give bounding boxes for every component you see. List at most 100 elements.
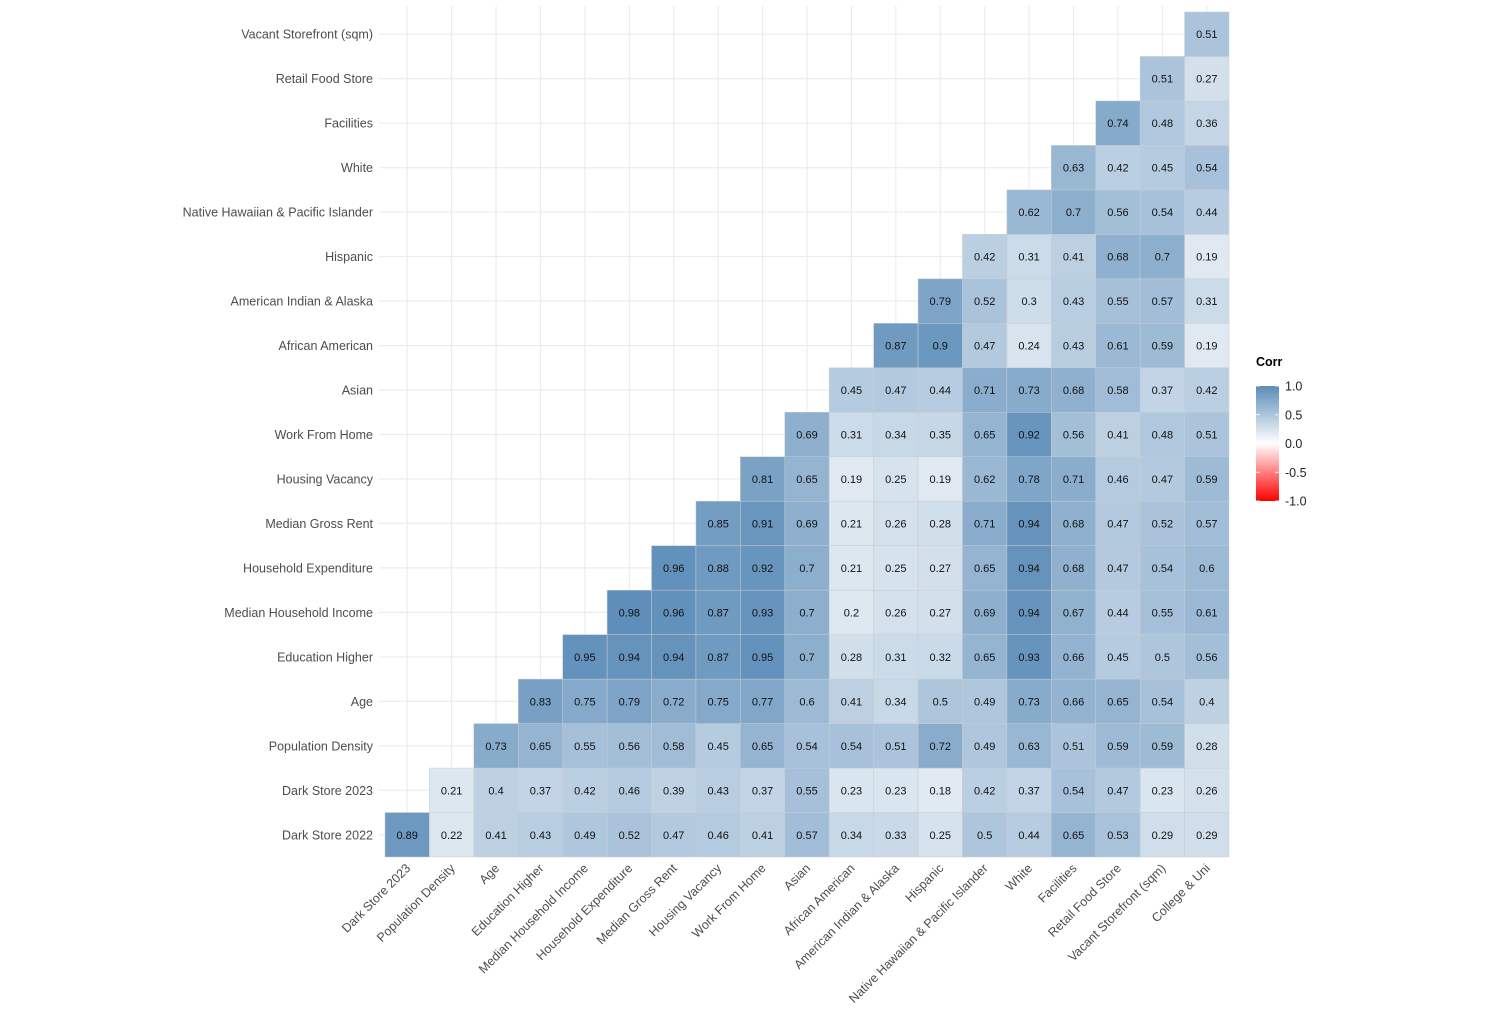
cell-value-label: 0.31 <box>885 652 906 664</box>
cell-value-label: 0.51 <box>1152 74 1173 86</box>
cell-value-label: 0.7 <box>799 607 814 619</box>
cell-value-label: 0.24 <box>1018 341 1039 353</box>
heatmap-cell <box>828 812 874 858</box>
heatmap-cell <box>1006 678 1052 724</box>
cell-value-label: 0.61 <box>1196 607 1217 619</box>
cell-value-label: 0.42 <box>574 785 595 797</box>
heatmap-cell <box>606 767 652 813</box>
y-tick-label: Work From Home <box>275 428 373 442</box>
cell-value-label: 0.9 <box>933 341 948 353</box>
cell-value-label: 0.96 <box>663 607 684 619</box>
cell-value-label: 0.47 <box>663 830 684 842</box>
heatmap-cell <box>1006 367 1052 413</box>
heatmap-cell <box>1184 723 1230 769</box>
cell-value-label: 0.25 <box>885 474 906 486</box>
cell-value-label: 0.71 <box>974 518 995 530</box>
cell-value-label: 0.47 <box>1152 474 1173 486</box>
cell-value-label: 0.7 <box>799 652 814 664</box>
legend-tick-label: 0.5 <box>1285 408 1302 422</box>
cell-value-label: 0.21 <box>841 518 862 530</box>
heatmap-cell <box>384 812 430 858</box>
cell-value-label: 0.73 <box>1018 696 1039 708</box>
x-tick-label: Asian <box>781 861 813 893</box>
heatmap-cell <box>917 278 963 324</box>
heatmap-cell <box>828 723 874 769</box>
heatmap-cell <box>1184 456 1230 502</box>
heatmap-cell <box>1095 589 1141 635</box>
heatmap-cell <box>1095 145 1141 191</box>
heatmap-cell <box>873 412 919 457</box>
cell-value-label: 0.79 <box>930 296 951 308</box>
cell-value-label: 0.28 <box>930 518 951 530</box>
heatmap-cell <box>1006 545 1052 591</box>
heatmap-cell <box>784 634 830 680</box>
heatmap-cell <box>740 634 786 680</box>
heatmap-cell <box>784 678 830 724</box>
heatmap-cell <box>695 634 741 680</box>
cell-value-label: 0.29 <box>1152 830 1173 842</box>
cell-value-label: 0.66 <box>1063 696 1084 708</box>
cell-value-label: 0.49 <box>974 741 995 753</box>
heatmap-cell <box>1095 189 1141 235</box>
heatmap-cell <box>873 723 919 769</box>
y-tick-label: Education Higher <box>277 650 373 664</box>
heatmap-cell <box>1095 234 1141 280</box>
heatmap-cell <box>1184 767 1230 813</box>
cell-value-label: 0.45 <box>1107 652 1128 664</box>
cell-value-label: 0.4 <box>1199 696 1214 708</box>
heatmap-cell <box>1006 767 1052 813</box>
cell-value-label: 0.41 <box>485 830 506 842</box>
heatmap-cell <box>1184 545 1230 591</box>
cell-value-label: 0.42 <box>1107 163 1128 175</box>
cell-value-label: 0.19 <box>1196 341 1217 353</box>
x-tick-label: Age <box>477 861 503 887</box>
cell-value-label: 0.63 <box>1018 741 1039 753</box>
heatmap-cell <box>1095 367 1141 413</box>
heatmap-cell <box>606 812 652 858</box>
cell-value-label: 0.75 <box>574 696 595 708</box>
y-tick-label: Retail Food Store <box>276 72 373 86</box>
heatmap-cell <box>606 634 652 680</box>
cell-value-label: 0.59 <box>1107 741 1128 753</box>
heatmap-cell <box>429 767 475 813</box>
cell-value-label: 0.61 <box>1107 341 1128 353</box>
heatmap-cell <box>1051 456 1096 502</box>
cell-value-label: 0.54 <box>1063 785 1084 797</box>
cell-value-label: 0.93 <box>1018 652 1039 664</box>
heatmap-cell <box>1051 723 1096 769</box>
cell-value-label: 0.68 <box>1063 563 1084 575</box>
legend-tick-label: 0.0 <box>1285 437 1302 451</box>
cell-value-label: 0.94 <box>1018 563 1039 575</box>
cell-value-label: 0.96 <box>663 563 684 575</box>
heatmap-cell <box>1139 323 1185 369</box>
cell-value-label: 0.22 <box>441 830 462 842</box>
cell-value-label: 0.47 <box>974 341 995 353</box>
cell-value-label: 0.53 <box>1107 830 1128 842</box>
cell-value-label: 0.41 <box>752 830 773 842</box>
cell-value-label: 0.4 <box>488 785 503 797</box>
heatmap-cell <box>962 723 1008 769</box>
heatmap-cell <box>917 367 963 413</box>
cell-value-label: 0.21 <box>441 785 462 797</box>
heatmap-cell <box>962 234 1008 280</box>
cell-value-label: 0.29 <box>1196 830 1217 842</box>
cell-value-label: 0.47 <box>885 385 906 397</box>
cell-value-label: 0.87 <box>885 341 906 353</box>
heatmap-cell <box>562 678 608 724</box>
cell-value-label: 0.44 <box>1107 607 1128 619</box>
heatmap-cell <box>828 634 874 680</box>
cell-value-label: 0.59 <box>1152 741 1173 753</box>
cell-value-label: 0.32 <box>930 652 951 664</box>
cell-value-label: 0.51 <box>1196 29 1217 41</box>
cell-value-label: 0.42 <box>974 252 995 264</box>
heatmap-cell <box>1006 456 1052 502</box>
heatmap-cell <box>917 678 963 724</box>
heatmap-cell <box>1006 500 1052 546</box>
cell-value-label: 0.31 <box>1018 252 1039 264</box>
cell-value-label: 0.26 <box>885 607 906 619</box>
heatmap-cell <box>740 812 786 858</box>
cell-value-label: 0.75 <box>707 696 728 708</box>
cell-value-label: 0.92 <box>1018 430 1039 442</box>
heatmap-cell <box>1095 723 1141 769</box>
heatmap-cell <box>1095 412 1141 457</box>
